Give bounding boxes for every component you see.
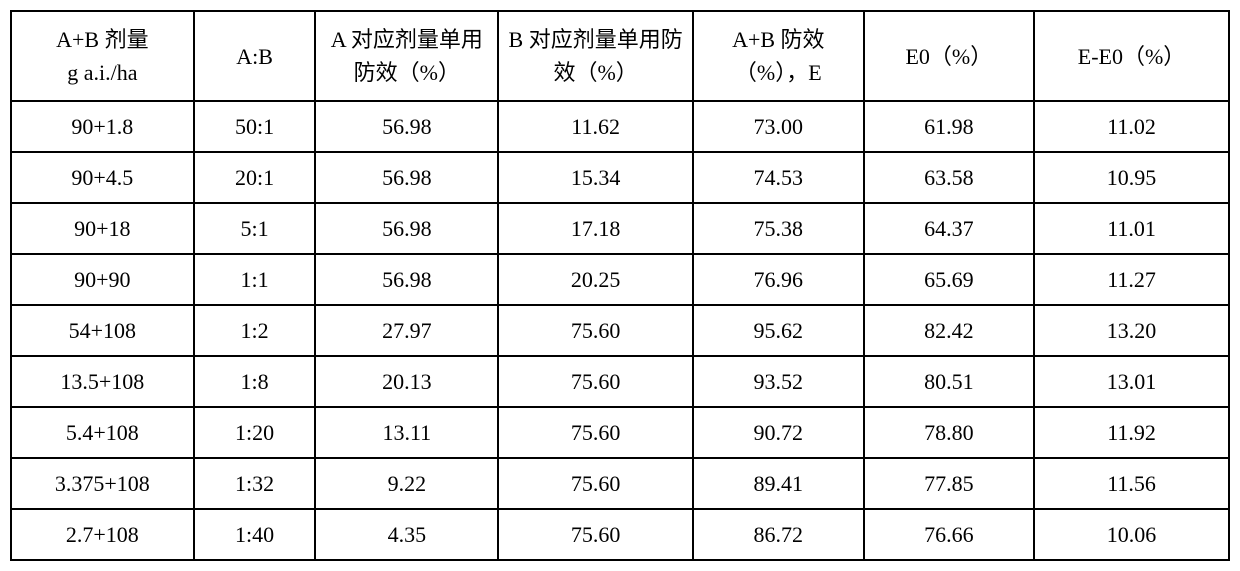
- table-cell: 95.62: [693, 305, 864, 356]
- table-cell: 2.7+108: [11, 509, 194, 560]
- table-cell: 76.96: [693, 254, 864, 305]
- table-cell: 3.375+108: [11, 458, 194, 509]
- table-cell: 5:1: [194, 203, 316, 254]
- table-row: 90+1.8 50:1 56.98 11.62 73.00 61.98 11.0…: [11, 101, 1229, 152]
- table-row: 2.7+108 1:40 4.35 75.60 86.72 76.66 10.0…: [11, 509, 1229, 560]
- table-row: 13.5+108 1:8 20.13 75.60 93.52 80.51 13.…: [11, 356, 1229, 407]
- table-cell: 20.25: [498, 254, 693, 305]
- table-cell: 10.95: [1034, 152, 1229, 203]
- table-cell: 11.02: [1034, 101, 1229, 152]
- table-cell: 90.72: [693, 407, 864, 458]
- table-row: 54+108 1:2 27.97 75.60 95.62 82.42 13.20: [11, 305, 1229, 356]
- table-cell: 90+90: [11, 254, 194, 305]
- table-cell: 1:2: [194, 305, 316, 356]
- table-cell: 74.53: [693, 152, 864, 203]
- table-row: 90+90 1:1 56.98 20.25 76.96 65.69 11.27: [11, 254, 1229, 305]
- table-cell: 15.34: [498, 152, 693, 203]
- table-cell: 20:1: [194, 152, 316, 203]
- table-cell: 56.98: [315, 203, 498, 254]
- header-cell: E-E0（%）: [1034, 11, 1229, 101]
- table-cell: 1:1: [194, 254, 316, 305]
- table-cell: 73.00: [693, 101, 864, 152]
- table-cell: 11.01: [1034, 203, 1229, 254]
- table-cell: 56.98: [315, 101, 498, 152]
- table-row: 5.4+108 1:20 13.11 75.60 90.72 78.80 11.…: [11, 407, 1229, 458]
- table-body: 90+1.8 50:1 56.98 11.62 73.00 61.98 11.0…: [11, 101, 1229, 560]
- data-table: A+B 剂量g a.i./ha A:B A 对应剂量单用防效（%） B 对应剂量…: [10, 10, 1230, 561]
- table-cell: 11.56: [1034, 458, 1229, 509]
- table-cell: 27.97: [315, 305, 498, 356]
- table-cell: 61.98: [864, 101, 1035, 152]
- header-cell: A+B 防效（%），E: [693, 11, 864, 101]
- table-cell: 5.4+108: [11, 407, 194, 458]
- table-cell: 80.51: [864, 356, 1035, 407]
- table-cell: 13.11: [315, 407, 498, 458]
- table-cell: 11.62: [498, 101, 693, 152]
- table-cell: 20.13: [315, 356, 498, 407]
- table-cell: 90+1.8: [11, 101, 194, 152]
- table-cell: 1:40: [194, 509, 316, 560]
- header-cell: E0（%）: [864, 11, 1035, 101]
- table-cell: 75.60: [498, 458, 693, 509]
- table-row: 90+18 5:1 56.98 17.18 75.38 64.37 11.01: [11, 203, 1229, 254]
- table-cell: 90+18: [11, 203, 194, 254]
- header-row: A+B 剂量g a.i./ha A:B A 对应剂量单用防效（%） B 对应剂量…: [11, 11, 1229, 101]
- table-cell: 82.42: [864, 305, 1035, 356]
- table-cell: 13.01: [1034, 356, 1229, 407]
- table-row: 90+4.5 20:1 56.98 15.34 74.53 63.58 10.9…: [11, 152, 1229, 203]
- table-cell: 56.98: [315, 152, 498, 203]
- table-cell: 54+108: [11, 305, 194, 356]
- table-cell: 1:32: [194, 458, 316, 509]
- table-cell: 11.27: [1034, 254, 1229, 305]
- table-row: 3.375+108 1:32 9.22 75.60 89.41 77.85 11…: [11, 458, 1229, 509]
- table-cell: 76.66: [864, 509, 1035, 560]
- table-cell: 75.60: [498, 356, 693, 407]
- table-cell: 13.20: [1034, 305, 1229, 356]
- table-cell: 65.69: [864, 254, 1035, 305]
- table-cell: 75.60: [498, 305, 693, 356]
- table-cell: 13.5+108: [11, 356, 194, 407]
- header-cell: A 对应剂量单用防效（%）: [315, 11, 498, 101]
- table-cell: 64.37: [864, 203, 1035, 254]
- table-cell: 17.18: [498, 203, 693, 254]
- table-cell: 89.41: [693, 458, 864, 509]
- table-cell: 93.52: [693, 356, 864, 407]
- table-cell: 75.60: [498, 509, 693, 560]
- table-cell: 78.80: [864, 407, 1035, 458]
- table-cell: 56.98: [315, 254, 498, 305]
- header-cell: B 对应剂量单用防效（%）: [498, 11, 693, 101]
- table-cell: 77.85: [864, 458, 1035, 509]
- table-cell: 75.38: [693, 203, 864, 254]
- table-cell: 4.35: [315, 509, 498, 560]
- table-cell: 1:20: [194, 407, 316, 458]
- table-cell: 11.92: [1034, 407, 1229, 458]
- table-cell: 50:1: [194, 101, 316, 152]
- header-cell: A+B 剂量g a.i./ha: [11, 11, 194, 101]
- header-cell: A:B: [194, 11, 316, 101]
- table-cell: 90+4.5: [11, 152, 194, 203]
- table-cell: 10.06: [1034, 509, 1229, 560]
- table-cell: 1:8: [194, 356, 316, 407]
- table-cell: 86.72: [693, 509, 864, 560]
- table-cell: 63.58: [864, 152, 1035, 203]
- table-cell: 75.60: [498, 407, 693, 458]
- table-cell: 9.22: [315, 458, 498, 509]
